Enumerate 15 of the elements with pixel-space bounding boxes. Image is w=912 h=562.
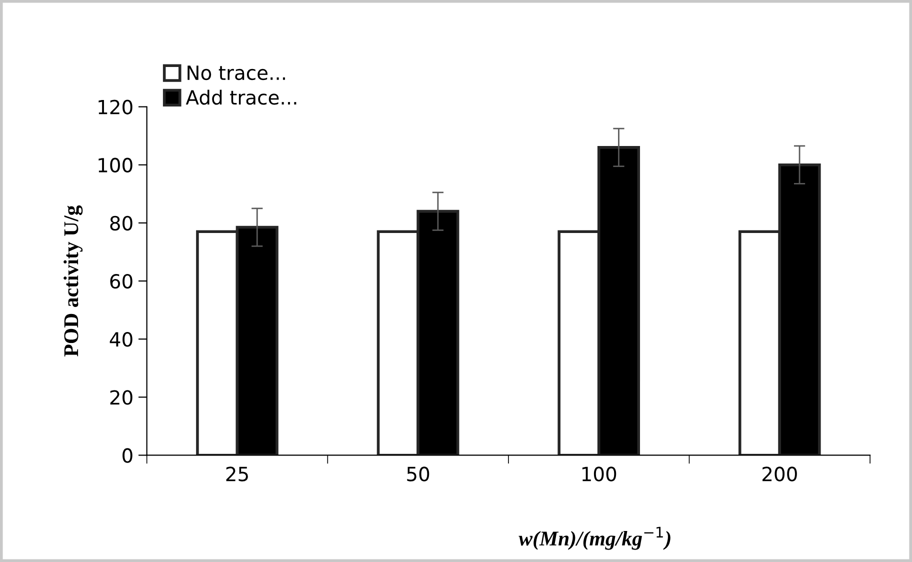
y-axis-title: POD activity U/g (64, 205, 83, 356)
x-tick-label: 50 (407, 466, 430, 482)
x-tick-label: 100 (582, 466, 616, 482)
y-tick-label: 80 (110, 216, 132, 231)
legend-label: No trace... (188, 66, 285, 80)
y-tick-label: 60 (110, 274, 132, 289)
y-tick-label: 40 (110, 332, 132, 347)
y-tick-label: 20 (110, 390, 132, 405)
x-tick-label: 200 (762, 466, 797, 482)
x-tick-label: 25 (226, 466, 248, 482)
y-tick-label: 120 (98, 100, 132, 114)
y-tick-label: 100 (98, 158, 132, 173)
x-axis-title: w(Mn)/(mg/kg$^{−1}$) (518, 526, 670, 550)
y-tick-label: 0 (122, 448, 132, 463)
legend-label: Add trace... (186, 90, 296, 105)
